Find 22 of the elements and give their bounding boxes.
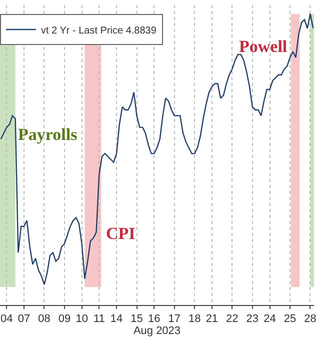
x-tick-label: 21: [206, 313, 218, 326]
annotation: Payrolls: [18, 125, 78, 144]
annotation: Powell: [239, 37, 288, 56]
x-tick-label: 15: [130, 313, 143, 326]
x-tick-label: 14: [110, 313, 123, 326]
x-tick-label: 08: [38, 313, 50, 326]
legend-label: vt 2 Yr - Last Price 4.8839: [41, 25, 157, 36]
x-tick-label: 23: [246, 313, 259, 326]
x-tick-label: 28: [304, 313, 316, 326]
x-tick-label: 10: [76, 313, 88, 326]
annotation: CPI: [106, 224, 136, 243]
x-tick-label: 16: [148, 313, 160, 326]
x-tick-label: 18: [188, 313, 201, 326]
x-axis-title: Aug 2023: [133, 325, 181, 338]
x-tick-label: 11: [93, 313, 105, 326]
x-tick-label: 22: [226, 313, 238, 326]
x-tick-label: 17: [168, 313, 180, 326]
x-tick-label: 25: [284, 313, 296, 326]
x-tick-label: 24: [264, 313, 276, 326]
x-tick-label: 09: [58, 313, 71, 326]
x-tick-label: 04: [0, 313, 13, 326]
x-tick-label: 07: [18, 313, 30, 326]
